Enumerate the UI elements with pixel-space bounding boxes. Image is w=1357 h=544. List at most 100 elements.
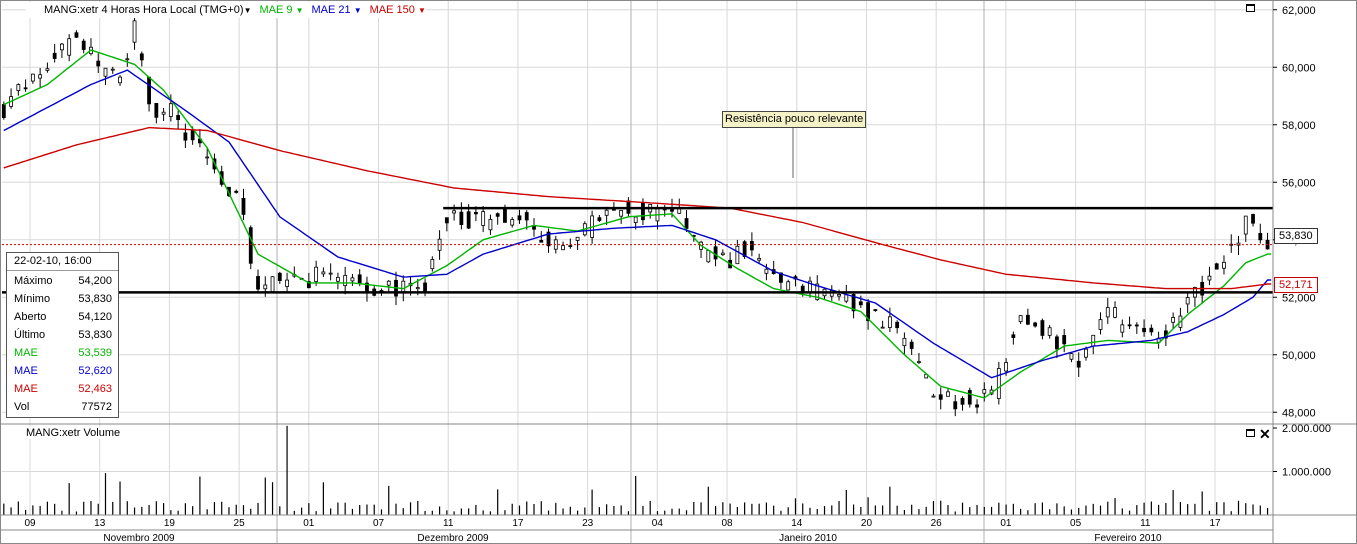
info-label: MAE [14,347,38,359]
candle-body [866,302,870,322]
date-tick-label: 01 [303,518,315,529]
candle-body [1243,215,1248,235]
candle-body [873,309,878,311]
candle-body [837,293,841,297]
info-row-volume: Vol 77572 [14,399,112,415]
candle-body [452,210,457,214]
candle-body [757,258,762,261]
price-tick-label: 58,000 [1282,120,1316,132]
candle-body [909,341,914,349]
candle-body [154,103,159,118]
price-tick-label: 56,000 [1282,177,1316,189]
price-tick-label: 62,000 [1282,5,1316,17]
info-value: 54,120 [78,311,112,323]
info-label: Mínimo [14,293,51,305]
candle-body [125,58,130,61]
candle-body [336,276,340,282]
info-value: 53,830 [78,329,112,341]
candle-body [1207,275,1212,281]
date-axis: 09 13 19 25 01 07 11 17 23 04 08 14 20 26 01 05 11 17 Nove… [24,518,1221,544]
candle-body [81,40,86,50]
candle-body [851,293,856,312]
price-tick-label: 52,000 [1282,292,1316,304]
info-row-low: Mínimo 53,830 [14,291,112,307]
candle-body [1055,336,1059,350]
candle-body [597,217,602,221]
candle-body [503,208,507,223]
ma9-line [3,49,1272,399]
date-tick-label: 17 [1209,518,1221,529]
info-row-ma150: MAE 52,463 [14,381,112,397]
ma21-line [3,69,1272,379]
candle-body [277,272,282,282]
candle-body [350,277,355,282]
candle-body [749,241,754,251]
candle-body [844,294,849,302]
instrument-title: MANG:xetr 4 Horas Hora Local (TMG+0) [44,4,244,16]
horizontal-levels [2,126,1273,294]
maximize-icon[interactable] [1246,4,1255,12]
candle-body [430,259,435,270]
info-row-open: Aberto 54,120 [14,309,112,325]
ma21-label: MAE 21 [311,4,351,16]
candle-body [270,276,275,292]
candle-body [1018,315,1023,323]
candle-body [30,73,35,82]
candle-body [96,60,101,67]
candle-body [118,76,122,84]
candle-body [1040,320,1045,336]
candle-body [1011,334,1016,338]
volume-panel-title: MANG:xetr Volume [26,427,121,439]
price-tick-label: 48,000 [1282,407,1316,419]
info-value: 77572 [81,401,112,413]
candle-body [786,281,791,291]
candle-body [415,287,420,290]
candle-body [619,209,624,217]
candle-body [604,209,609,216]
maximize-icon[interactable] [1246,429,1255,437]
price-tick-label: 50,000 [1282,350,1316,362]
candle-body [306,281,311,289]
instrument-selector[interactable]: MANG:xetr 4 Horas Hora Local (TMG+0)▼ [44,4,252,16]
info-value: 54,200 [78,275,112,287]
date-tick-label: 07 [373,518,385,529]
candle-body [996,368,1001,399]
candle-body [960,398,965,405]
candle-body [263,284,268,290]
candle-body [1069,353,1074,360]
ma150-legend[interactable]: MAE 150 ▼ [370,4,426,16]
candle-body [713,246,718,260]
candle-body [401,280,406,293]
month-label: Dezembro 2009 [417,533,489,544]
ma21-legend[interactable]: MAE 21 ▼ [312,4,362,16]
candle-body [546,231,551,247]
candle-body [800,285,805,293]
ma9-legend[interactable]: MAE 9 ▼ [260,4,304,16]
last-price-tag: 53,830 [1274,228,1318,244]
candle-body [539,240,544,243]
candle-body [132,20,137,43]
month-label: Novembro 2009 [103,533,175,544]
date-tick-label: 08 [721,518,733,529]
candle-body [147,76,151,105]
candle-body [1214,263,1219,270]
month-label: Janeiro 2010 [779,533,837,544]
info-row-ma9: MAE 53,539 [14,345,112,361]
candle-body [488,218,493,231]
candle-body [16,84,21,91]
candle-body [684,218,689,229]
info-value: 52,463 [78,383,112,395]
candle-body [1149,327,1154,333]
candle-body [982,389,987,394]
close-icon[interactable]: ✕ [1259,426,1271,442]
candle-body [764,268,769,274]
candle-body [52,52,57,59]
candle-body [103,67,108,77]
date-tick-label: 05 [1070,518,1082,529]
candle-body [168,103,173,117]
candle-body [314,266,319,282]
candle-body [887,316,892,328]
candle-body [561,245,565,251]
